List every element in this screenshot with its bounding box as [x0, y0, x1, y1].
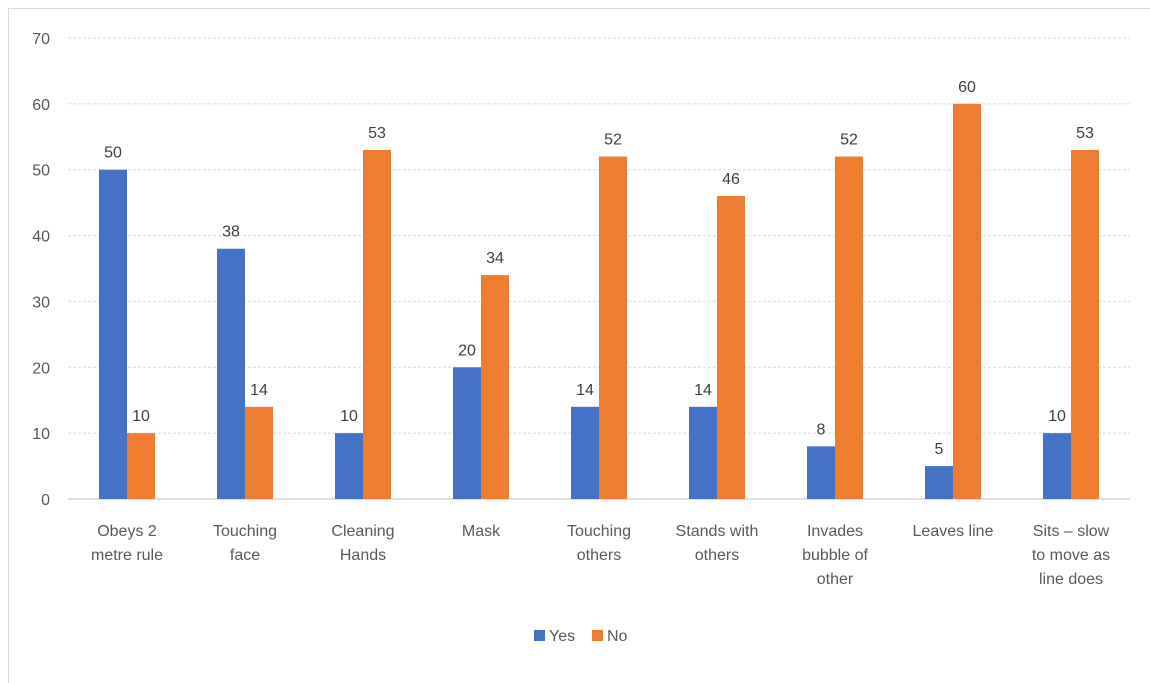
data-label-yes: 5: [935, 441, 944, 458]
category-label: Stands with others: [676, 523, 759, 564]
bar-no: [953, 103, 981, 499]
chart-border: [8, 8, 1150, 683]
bar-yes: [99, 169, 127, 499]
data-label-yes: 10: [340, 408, 358, 425]
data-label-yes: 8: [817, 421, 826, 438]
bar-yes: [453, 367, 481, 499]
data-label-no: 53: [1076, 125, 1094, 142]
data-label-no: 46: [722, 171, 740, 188]
bar-no: [481, 275, 509, 499]
category-label: Cleaning Hands: [331, 523, 394, 564]
y-tick-label: 30: [32, 294, 50, 311]
legend: Yes No: [534, 628, 628, 645]
y-tick-label: 20: [32, 360, 50, 377]
bar-yes: [217, 248, 245, 499]
data-label-yes: 10: [1048, 408, 1066, 425]
category-label: Sits – slow to move as line does: [1032, 523, 1110, 588]
bar-yes: [335, 433, 363, 499]
bar-no: [835, 156, 863, 500]
data-label-yes: 38: [222, 224, 240, 241]
y-tick-label: 10: [32, 426, 50, 443]
data-label-no: 52: [604, 132, 622, 149]
bar-no: [127, 433, 155, 499]
bar-yes: [807, 446, 835, 499]
data-label-no: 10: [132, 408, 150, 425]
bar-yes: [571, 406, 599, 499]
category-label: Invades bubble of other: [802, 523, 868, 588]
bar-yes: [1043, 433, 1071, 499]
category-label: Leaves line: [913, 523, 994, 540]
category-label: Touching face: [213, 523, 277, 564]
bar-no: [599, 156, 627, 500]
y-tick-label: 60: [32, 97, 50, 114]
x-axis-category-labels: Obeys 2 metre rule Touching face Cleaning Han…: [91, 523, 1110, 588]
data-label-yes: 14: [576, 382, 594, 399]
data-label-no: 52: [840, 132, 858, 149]
data-label-no: 14: [250, 382, 268, 399]
data-label-yes: 50: [104, 145, 122, 162]
category-label: Obeys 2 metre rule: [91, 523, 163, 564]
y-tick-label: 70: [32, 31, 50, 48]
category-label: Touching others: [567, 523, 631, 564]
bar-no: [363, 149, 391, 499]
y-tick-label: 0: [41, 492, 50, 509]
bar-no: [717, 196, 745, 500]
category-label: Mask: [462, 523, 501, 540]
bar-no: [245, 406, 273, 499]
y-axis-tick-labels: 0 10 20 30 40 50 60 70: [32, 31, 50, 509]
data-label-no: 34: [486, 250, 504, 267]
data-labels: 50 10 38 14 10 53 20 34 14 52 14 46 8 52 5 60 10 53: [104, 79, 1094, 458]
y-tick-label: 40: [32, 229, 50, 246]
bar-yes: [689, 406, 717, 499]
bars: [99, 103, 1099, 500]
legend-swatch-yes: [534, 630, 545, 641]
y-tick-label: 50: [32, 163, 50, 180]
legend-swatch-no: [592, 630, 603, 641]
data-label-no: 60: [958, 79, 976, 96]
legend-label-no: No: [607, 628, 628, 645]
data-label-no: 53: [368, 125, 386, 142]
legend-label-yes: Yes: [549, 628, 575, 645]
data-label-yes: 14: [694, 382, 712, 399]
bar-no: [1071, 149, 1099, 499]
bar-yes: [925, 466, 953, 499]
data-label-yes: 20: [458, 342, 476, 359]
